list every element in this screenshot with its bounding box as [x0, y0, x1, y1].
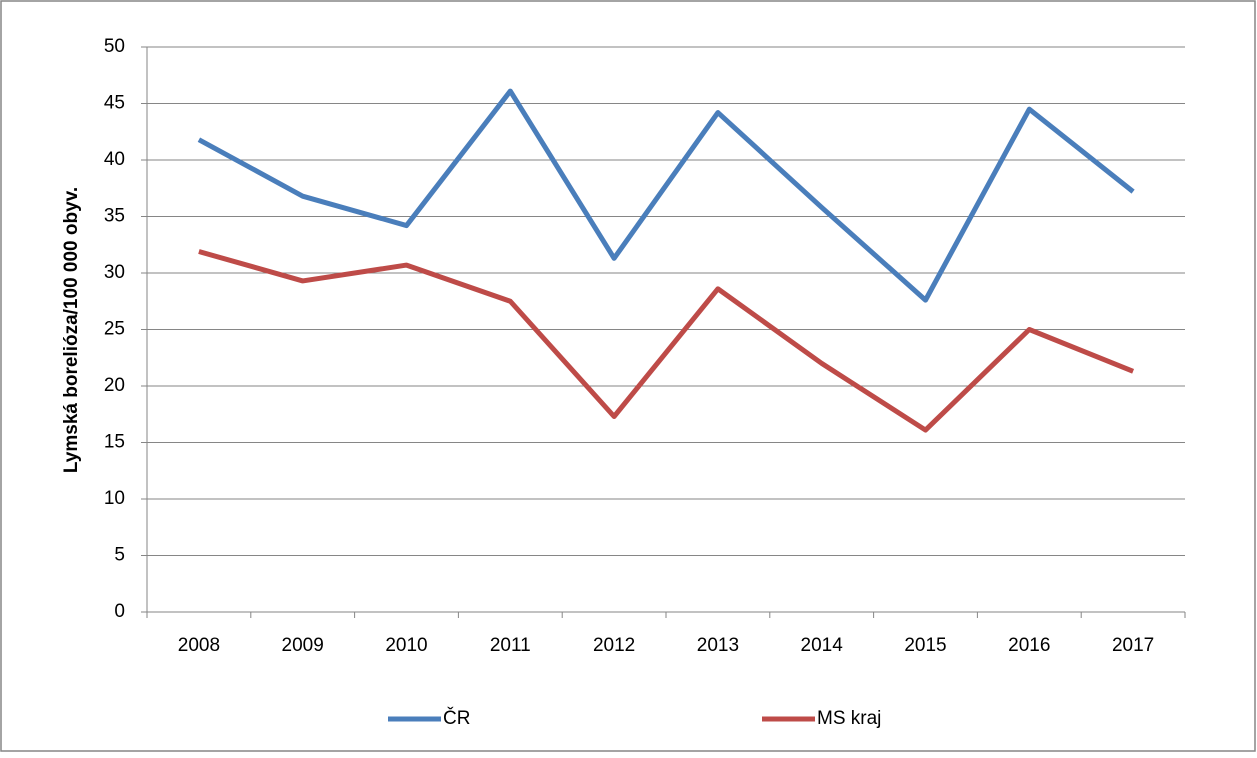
y-tick-label: 50 — [104, 36, 125, 57]
y-tick-label: 35 — [104, 206, 125, 227]
legend-label: ČR — [443, 707, 470, 729]
x-tick-label: 2013 — [697, 635, 739, 656]
y-tick-label: 25 — [104, 319, 125, 340]
x-tick-label: 2011 — [490, 635, 531, 656]
y-tick-label: 30 — [104, 262, 125, 283]
x-tick-label: 2016 — [1008, 635, 1050, 656]
series-line — [197, 88, 1135, 303]
y-tick-label: 20 — [104, 375, 125, 396]
y-tick-label: 40 — [104, 149, 125, 170]
y-tick-label: 10 — [104, 488, 125, 509]
y-tick-label: 0 — [114, 601, 125, 622]
y-tick-label: 15 — [104, 432, 125, 453]
y-axis-title: Lymská borelióza/100 000 obyv. — [61, 187, 82, 473]
series-line — [198, 249, 1135, 433]
x-tick-label: 2009 — [282, 635, 324, 656]
x-tick-label: 2010 — [385, 635, 427, 656]
x-tick-label: 2008 — [178, 635, 220, 656]
x-tick-label: 2017 — [1112, 635, 1154, 656]
x-tick-label: 2014 — [801, 635, 844, 656]
y-tick-label: 45 — [104, 93, 125, 114]
legend-label: MS kraj — [817, 708, 881, 729]
x-tick-label: 2015 — [904, 635, 946, 656]
x-tick-label: 2012 — [593, 635, 635, 656]
y-tick-label: 5 — [114, 545, 125, 566]
